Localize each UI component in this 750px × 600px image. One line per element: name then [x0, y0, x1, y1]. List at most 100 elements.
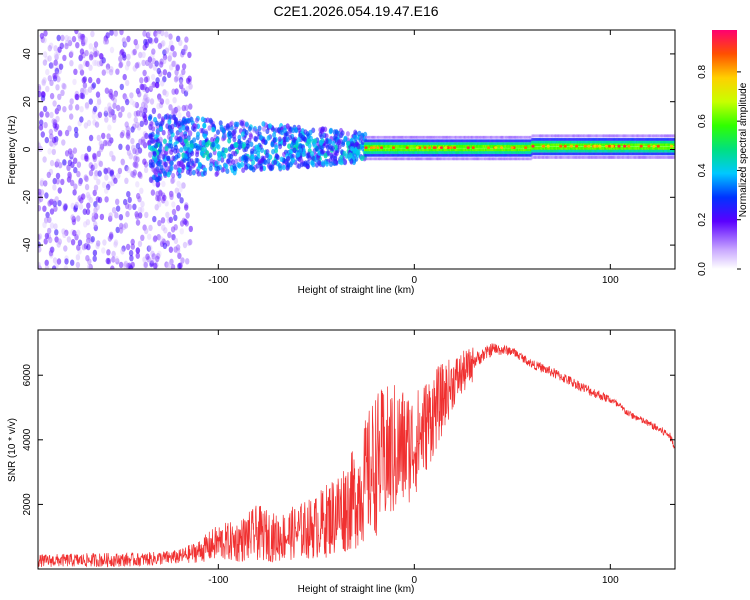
spectrogram-cell	[157, 42, 163, 50]
spectrogram-cell	[203, 133, 208, 140]
spectrogram-cell	[423, 146, 427, 150]
spectrogram-cell	[85, 208, 91, 215]
spectrogram-cell	[383, 135, 387, 139]
spectrogram-cell	[371, 157, 374, 161]
spectrogram-cell	[374, 135, 378, 139]
spectrogram-cell	[245, 139, 250, 146]
spectrogram-cell	[130, 126, 135, 133]
spectrogram-cell	[118, 214, 124, 221]
spectrogram-cell	[604, 144, 609, 148]
spectrogram-cell	[211, 126, 216, 133]
spectrogram-cell	[534, 155, 538, 159]
spectrogram-cell	[398, 135, 401, 139]
spectrogram-cell	[594, 155, 598, 159]
spectrogram-cell	[162, 138, 167, 145]
spectrogram-cell	[49, 208, 55, 215]
spectrogram-cell	[132, 100, 137, 108]
spectrogram-cell	[208, 117, 213, 124]
spectrogram-cell	[262, 126, 266, 132]
spectrogram-cell	[400, 135, 404, 139]
spectrogram-cell	[447, 157, 451, 161]
spectrogram-cell	[379, 135, 382, 139]
spectrogram-cell	[299, 157, 304, 163]
spectrogram-cell	[565, 155, 568, 159]
spectrogram-cell	[38, 90, 42, 98]
spectrogram-cell	[656, 155, 660, 159]
spectrogram-cell	[97, 159, 102, 166]
spectrogram-cell	[174, 187, 179, 194]
spectrogram-cell	[67, 159, 73, 166]
spectrogram-cell	[102, 38, 108, 45]
spectrogram-cell	[154, 143, 158, 149]
spectrogram-cell	[415, 135, 419, 139]
spectrogram-cell	[605, 155, 608, 159]
snr-x-ticks: -100 0 100	[208, 330, 619, 586]
spectrogram-cell	[545, 155, 548, 159]
spectrogram-cell	[44, 232, 50, 240]
spectrogram-cell	[120, 105, 125, 113]
spectrogram-cell	[350, 141, 355, 147]
spectrogram-cell	[38, 188, 42, 196]
spectrogram-cell	[93, 162, 98, 170]
spectrogram-cell	[597, 134, 601, 138]
spectrogram-cell	[305, 131, 310, 137]
spectrogram-cell	[119, 83, 125, 91]
spectrogram-cell	[590, 155, 594, 159]
spectrogram-cell	[155, 194, 160, 202]
spectrogram-cell	[652, 155, 655, 159]
spectrogram-cell	[151, 253, 156, 260]
spectrogram-cell	[155, 128, 160, 134]
spectrogram-cell	[450, 135, 454, 139]
spectrogram-cell	[64, 39, 70, 47]
spectrogram-cell	[147, 144, 152, 151]
spectrogram-cell	[602, 155, 606, 159]
spectrogram-cell	[480, 135, 484, 139]
spectrogram-cell	[625, 134, 628, 138]
spectrogram-cell	[56, 104, 61, 112]
spectrogram-cell	[113, 30, 119, 37]
spectrogram-cell	[168, 33, 173, 40]
spectrogram-cell	[155, 77, 160, 84]
spectrogram-cell	[170, 109, 176, 116]
spectrogram-cell	[162, 89, 167, 96]
spectrogram-cell	[643, 155, 647, 159]
spectrogram-cell	[570, 134, 574, 138]
spectrogram-cell	[216, 165, 221, 172]
spectrogram-cell	[168, 216, 173, 223]
spectrogram-cell	[467, 135, 471, 139]
colorbar-ticks: 0.0 0.2 0.4 0.6 0.8	[697, 64, 741, 276]
spectrogram-cell	[197, 161, 202, 168]
spectrogram-cell	[168, 40, 174, 47]
spectrogram-cell	[597, 155, 601, 159]
spectrogram-cell	[333, 155, 338, 162]
spectrogram-cell	[181, 63, 187, 70]
spectrogram-cell	[324, 161, 329, 167]
spectrogram-cell	[83, 174, 89, 181]
spectrogram-cell	[395, 135, 399, 139]
spectrogram-cell	[250, 154, 255, 161]
spectrogram-cell	[170, 264, 176, 269]
spectrogram-cell	[306, 160, 310, 166]
spectrogram-cell	[208, 165, 213, 172]
spectrogram-cell	[661, 134, 665, 138]
spectrogram-cell	[476, 135, 480, 139]
spectrogram-cell	[71, 218, 77, 226]
spectrogram-cell	[641, 155, 645, 159]
spectrogram-cell	[266, 135, 271, 141]
spectrogram-cell	[640, 155, 644, 159]
spectrogram-cell	[380, 146, 384, 150]
spectrogram-cell	[57, 200, 62, 207]
spectrogram-cell	[96, 178, 101, 185]
spectrogram-cell	[617, 144, 621, 148]
spectrogram-cell	[432, 135, 435, 139]
spectrogram-cell	[95, 91, 101, 98]
spectrogram-cell	[112, 102, 117, 110]
spectrogram-cell	[62, 83, 67, 90]
spectrogram-cell	[548, 134, 552, 138]
spectrogram-cell	[265, 128, 270, 135]
spectrogram-cell	[54, 161, 59, 168]
spectrogram-cell	[670, 155, 674, 159]
spectrogram-cell	[155, 138, 160, 144]
spectrogram-cell	[91, 82, 97, 89]
spectrogram-cell	[474, 135, 478, 139]
